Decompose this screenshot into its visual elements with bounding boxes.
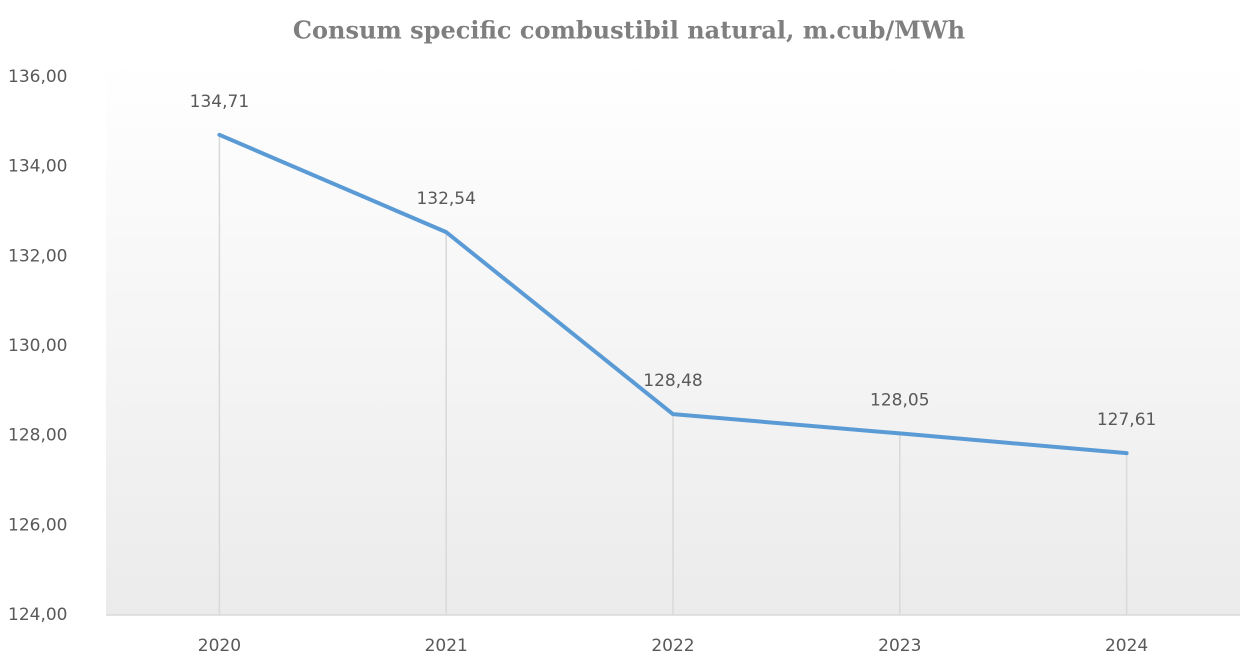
y-tick-label: 132,00 <box>8 246 67 266</box>
data-label: 134,71 <box>190 92 249 112</box>
series-line <box>217 132 1129 456</box>
y-tick-label: 124,00 <box>8 605 67 625</box>
y-tick-label: 128,00 <box>8 426 67 446</box>
x-tick-label: 2020 <box>198 636 241 656</box>
data-label: 128,05 <box>870 390 929 410</box>
y-tick-label: 126,00 <box>8 515 67 535</box>
chart-title: Consum specific combustibil natural, m.c… <box>293 16 965 45</box>
y-tick-label: 130,00 <box>8 336 67 356</box>
data-label: 132,54 <box>416 189 475 209</box>
y-tick-label: 136,00 <box>8 67 67 87</box>
y-tick-label: 134,00 <box>8 157 67 177</box>
x-tick-label: 2022 <box>651 636 694 656</box>
x-tick-label: 2021 <box>425 636 468 656</box>
data-label: 128,48 <box>643 371 702 391</box>
data-label: 127,61 <box>1097 410 1156 430</box>
x-tick-label: 2024 <box>1105 636 1148 656</box>
x-tick-label: 2023 <box>878 636 921 656</box>
